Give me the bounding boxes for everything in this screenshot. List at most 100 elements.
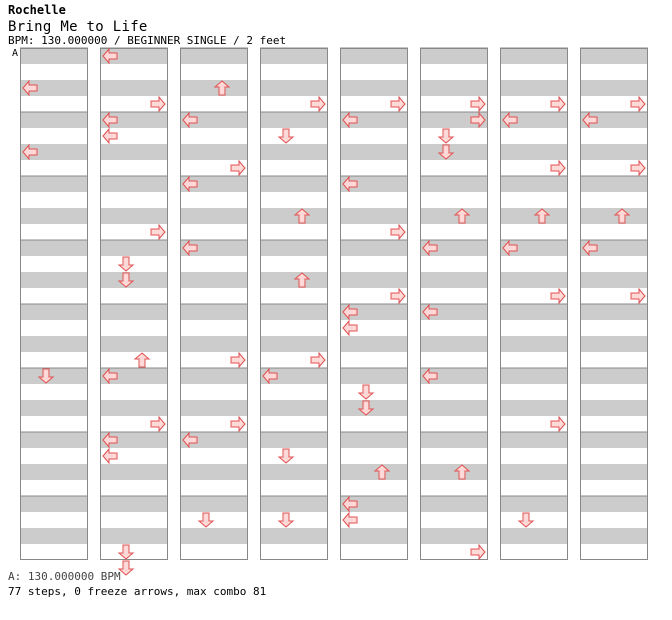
beat-band [340,80,408,96]
down-arrow-icon [197,512,215,528]
measure-band [580,240,648,256]
chart-column [500,47,568,560]
measure-band [20,48,88,64]
beat-band [500,208,568,224]
down-arrow-icon [117,256,135,272]
beat-band [340,336,408,352]
beat-band [420,144,488,160]
beat-band [260,528,328,544]
column-border [500,48,568,560]
left-arrow-icon [422,239,438,257]
measure-band [420,48,488,64]
beat-band [420,208,488,224]
right-arrow-icon [470,543,486,561]
beat-band [420,336,488,352]
beat-band [340,144,408,160]
measure-band [580,496,648,512]
right-arrow-icon [390,223,406,241]
measure-band [580,48,648,64]
left-arrow-icon [502,239,518,257]
beat-band [340,272,408,288]
down-arrow-icon [117,544,135,560]
right-arrow-icon [310,95,326,113]
up-arrow-icon [293,272,311,288]
measure-band [180,112,248,128]
up-arrow-icon [453,464,471,480]
measure-band [180,368,248,384]
beat-band [180,80,248,96]
down-arrow-icon [437,144,455,160]
left-arrow-icon [422,367,438,385]
down-arrow-icon [277,448,295,464]
beat-band [340,208,408,224]
left-arrow-icon [22,143,38,161]
right-arrow-icon [630,287,646,305]
left-arrow-icon [182,431,198,449]
measure-band [500,48,568,64]
up-arrow-icon [613,208,631,224]
left-arrow-icon [262,367,278,385]
beat-band [260,464,328,480]
measure-band [340,48,408,64]
column-border [340,48,408,560]
beat-band [500,144,568,160]
beat-band [180,400,248,416]
up-arrow-icon [453,208,471,224]
left-arrow-icon [102,431,118,449]
beat-band [340,528,408,544]
beat-band [180,208,248,224]
left-arrow-icon [502,111,518,129]
beat-band [580,336,648,352]
measure-band [420,368,488,384]
measure-band [340,112,408,128]
beat-band [580,400,648,416]
beat-band [100,400,168,416]
left-arrow-icon [422,303,438,321]
beat-band [180,464,248,480]
measure-band [260,48,328,64]
chart-column [100,47,168,560]
column-border [420,48,488,560]
down-arrow-icon [277,512,295,528]
beat-band [420,80,488,96]
measure-band [20,176,88,192]
beat-band [500,272,568,288]
down-arrow-icon [357,384,375,400]
beat-band [260,336,328,352]
beat-band [100,528,168,544]
measure-band [420,304,488,320]
measure-band [500,496,568,512]
beat-band [260,208,328,224]
chart-meta: BPM: 130.000000 / BEGINNER SINGLE / 2 fe… [8,34,287,47]
measure-band [100,176,168,192]
beat-band [20,272,88,288]
chart-column [180,47,248,560]
beat-band [260,272,328,288]
measure-band [180,176,248,192]
beat-band [20,336,88,352]
beat-band [260,144,328,160]
chart-column [580,47,648,560]
measure-band [260,432,328,448]
left-arrow-icon [102,367,118,385]
beat-band [20,80,88,96]
step-stats: 77 steps, 0 freeze arrows, max combo 81 [8,585,267,598]
beat-band [420,272,488,288]
measure-band [500,432,568,448]
beat-band [500,400,568,416]
beat-band [100,80,168,96]
measure-band [580,432,648,448]
up-arrow-icon [533,208,551,224]
right-arrow-icon [390,287,406,305]
beat-band [20,528,88,544]
chart-column [20,47,88,560]
right-arrow-icon [630,95,646,113]
beat-band [100,272,168,288]
measure-band [20,432,88,448]
right-arrow-icon [230,351,246,369]
left-arrow-icon [22,79,38,97]
beat-band [500,80,568,96]
measure-band [260,496,328,512]
beat-band [580,528,648,544]
down-arrow-icon [357,400,375,416]
